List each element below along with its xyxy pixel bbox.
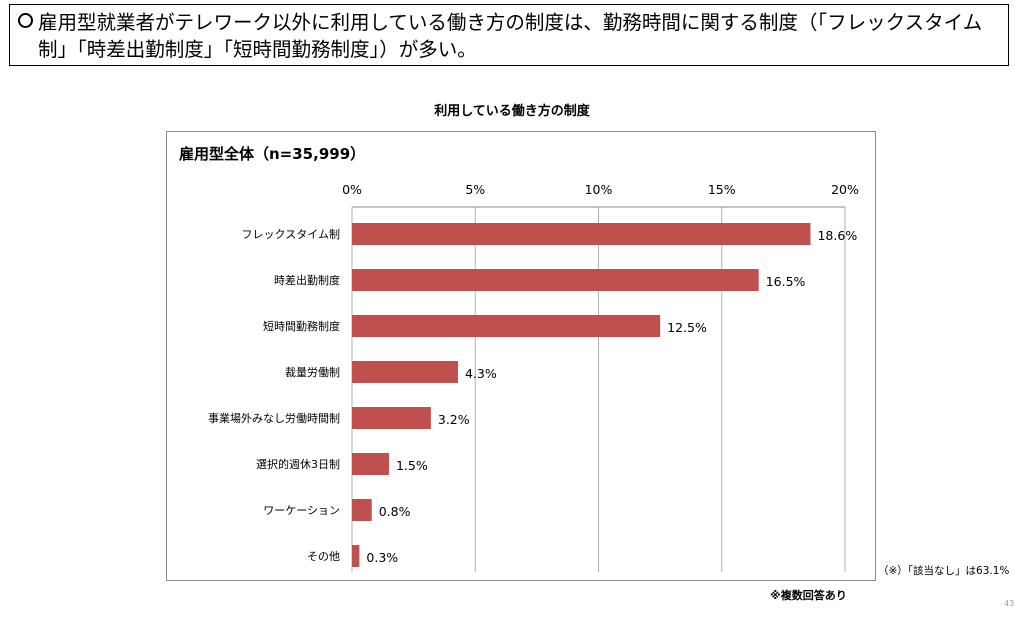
x-tick-label: 20% bbox=[831, 182, 859, 197]
bar bbox=[352, 499, 372, 521]
category-label: 時差出勤制度 bbox=[274, 273, 340, 287]
category-label: 事業場外みなし労働時間制 bbox=[208, 411, 340, 425]
data-label: 12.5% bbox=[667, 320, 707, 335]
data-label: 16.5% bbox=[766, 274, 806, 289]
data-label: 18.6% bbox=[817, 228, 857, 243]
bar bbox=[352, 315, 661, 337]
bar bbox=[352, 453, 389, 475]
category-label: 選択的週休3日制 bbox=[256, 457, 340, 471]
panel-title: 雇用型全体（n=35,999） bbox=[179, 145, 366, 163]
data-label: 4.3% bbox=[465, 366, 497, 381]
category-label: 裁量労働制 bbox=[285, 365, 340, 379]
headline-text: 雇用型就業者がテレワーク以外に利用している働き方の制度は、勤務時間に関する制度（… bbox=[38, 11, 983, 61]
multiple-answer-footnote: ※複数回答あり bbox=[770, 589, 847, 602]
x-tick-label: 15% bbox=[708, 182, 736, 197]
chart-title: 利用している働き方の制度 bbox=[434, 104, 590, 119]
bar bbox=[352, 269, 759, 291]
data-label: 0.8% bbox=[379, 504, 411, 519]
category-label: 短時間勤務制度 bbox=[263, 319, 340, 333]
category-label: ワーケーション bbox=[263, 504, 340, 517]
x-tick-label: 5% bbox=[465, 182, 485, 197]
category-label: フレックスタイム制 bbox=[242, 228, 340, 241]
bar bbox=[352, 361, 458, 383]
not-applicable-note: （※）「該当なし」は63.1% bbox=[878, 565, 1010, 577]
page-number: 43 bbox=[1004, 599, 1015, 608]
x-tick-label: 10% bbox=[585, 182, 613, 197]
x-tick-label: 0% bbox=[342, 182, 362, 197]
bar bbox=[352, 407, 431, 429]
headline-box: 雇用型就業者がテレワーク以外に利用している働き方の制度は、勤務時間に関する制度（… bbox=[9, 4, 1009, 66]
category-label: その他 bbox=[307, 550, 340, 563]
circle-icon bbox=[18, 13, 33, 28]
bar bbox=[352, 545, 360, 567]
data-label: 0.3% bbox=[366, 550, 398, 565]
data-label: 3.2% bbox=[438, 412, 470, 427]
chart-panel bbox=[166, 131, 876, 581]
bar bbox=[352, 223, 811, 245]
data-label: 1.5% bbox=[396, 458, 428, 473]
